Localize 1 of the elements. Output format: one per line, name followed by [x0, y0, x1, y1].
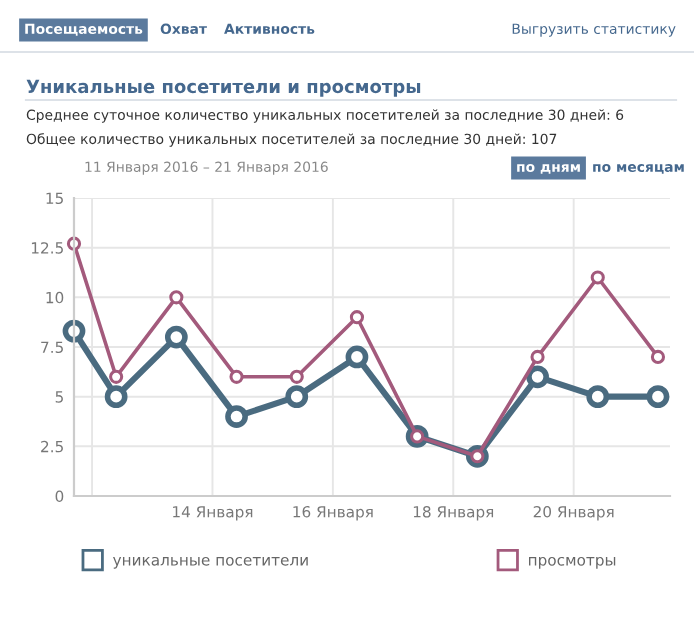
chart-title: Уникальные посетители и просмотры	[26, 79, 421, 97]
